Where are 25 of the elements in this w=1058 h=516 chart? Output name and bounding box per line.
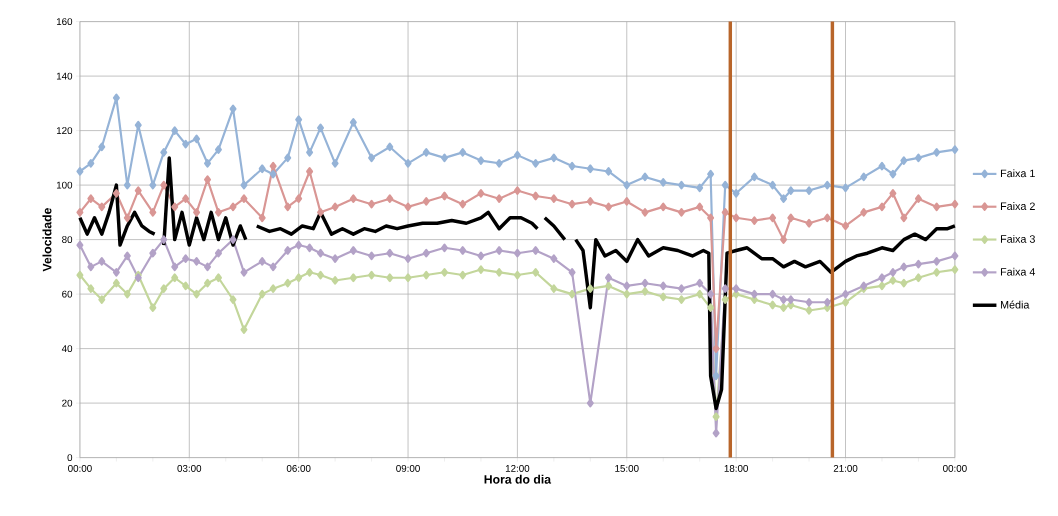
legend-label: Média (1000, 300, 1030, 309)
legend-label: Faixa 3 (1000, 235, 1035, 244)
x-tick-label: 18:00 (724, 465, 748, 473)
x-axis-title: Hora do dia (484, 474, 552, 484)
legend-label: Faixa 4 (1000, 267, 1036, 276)
y-tick-label: 140 (56, 72, 73, 80)
x-tick-label: 06:00 (286, 465, 311, 473)
x-tick-label: 21:00 (833, 465, 858, 473)
legend-label: Faixa 1 (1000, 169, 1035, 178)
y-tick-label: 60 (62, 290, 73, 298)
y-tick-label: 20 (62, 399, 73, 407)
x-tick-label: 12:00 (505, 465, 530, 473)
x-tick-label: 03:00 (177, 465, 202, 473)
y-tick-label: 160 (56, 18, 73, 26)
legend-label: Faixa 2 (1000, 202, 1035, 211)
y-tick-label: 0 (67, 454, 73, 462)
y-tick-label: 40 (61, 345, 73, 353)
x-tick-label: 15:00 (615, 465, 639, 473)
y-tick-label: 100 (56, 181, 73, 189)
x-tick-label: 00:00 (68, 465, 92, 473)
y-axis-title: Velocidade (42, 208, 52, 272)
x-tick-label: 09:00 (396, 465, 420, 473)
x-tick-label: 00:00 (943, 465, 967, 473)
y-tick-label: 120 (56, 127, 73, 135)
y-tick-label: 80 (62, 236, 73, 244)
